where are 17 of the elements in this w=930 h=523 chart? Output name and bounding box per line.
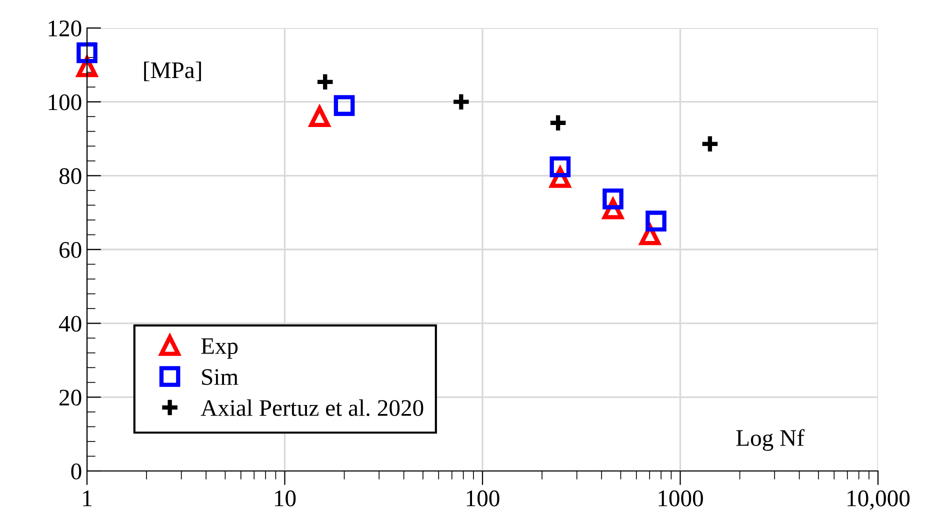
annotation: [MPa] <box>144 62 201 82</box>
y-tick-label: 80 <box>59 168 82 184</box>
y-tick-label: 60 <box>60 242 82 258</box>
x-tick-label: 1 <box>83 490 92 506</box>
x-tick-label: 10 <box>275 490 296 506</box>
y-tick-label: 20 <box>60 390 82 406</box>
legend-label: Exp <box>201 338 238 359</box>
y-tick-label: 40 <box>58 316 82 332</box>
y-tick-label: 100 <box>48 94 82 110</box>
annotation: Log Nf <box>736 429 804 451</box>
x-tick-label: 10,000 <box>848 490 910 510</box>
y-tick-label: 0 <box>71 463 82 480</box>
legend-label: Axial Pertuz et al. 2020 <box>200 399 424 416</box>
legend-label: Sim <box>202 369 238 386</box>
y-tick-label: 120 <box>48 20 82 36</box>
x-tick-label: 1000 <box>658 490 703 506</box>
x-tick-label: 100 <box>466 490 500 506</box>
